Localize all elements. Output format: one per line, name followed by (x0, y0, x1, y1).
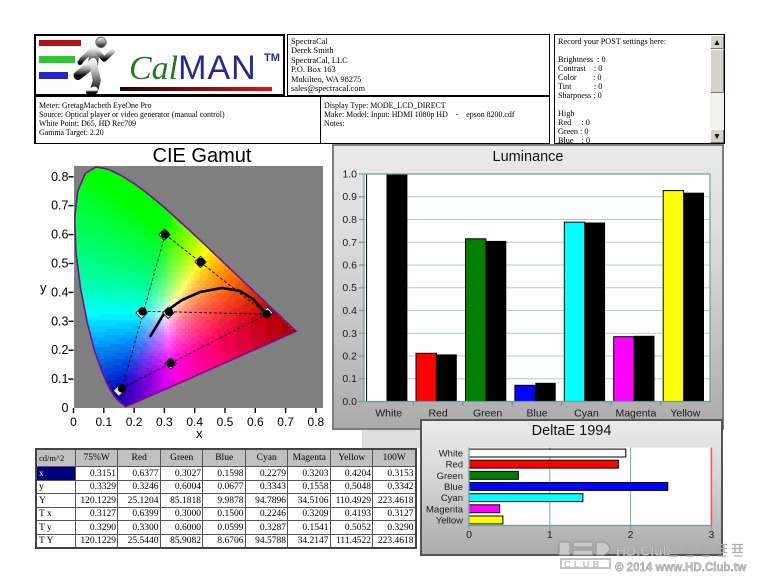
svg-text:© 2014 www.HD.Club.tw: © 2014 www.HD.Club.tw (615, 562, 746, 574)
svg-text:0.8: 0.8 (342, 214, 357, 226)
svg-text:3: 3 (708, 529, 714, 541)
svg-text:0.1: 0.1 (51, 372, 68, 386)
svg-text:Cyan: Cyan (441, 493, 463, 504)
svg-text:0.7: 0.7 (277, 415, 294, 429)
svg-text:0.4: 0.4 (51, 285, 68, 299)
svg-text:Magenta: Magenta (615, 408, 656, 420)
svg-text:0.2: 0.2 (342, 351, 357, 363)
svg-text:2: 2 (628, 529, 634, 541)
svg-text:0.1: 0.1 (95, 415, 112, 429)
svg-text:0.7: 0.7 (51, 199, 68, 213)
svg-text:0.3: 0.3 (156, 415, 173, 429)
svg-text:Yellow: Yellow (436, 515, 463, 526)
svg-text:0.7: 0.7 (342, 237, 357, 249)
svg-text:Magenta: Magenta (426, 504, 464, 515)
svg-text:0.2: 0.2 (51, 343, 68, 357)
svg-text:x: x (196, 426, 203, 441)
svg-text:0: 0 (466, 529, 472, 541)
svg-text:0: 0 (70, 415, 77, 429)
svg-text:Red: Red (446, 460, 463, 471)
svg-text:Yellow: Yellow (670, 408, 700, 420)
svg-text:0.6: 0.6 (247, 415, 264, 429)
svg-text:0.5: 0.5 (342, 282, 357, 294)
svg-text:Cyan: Cyan (574, 408, 599, 420)
svg-text:CLUB: CLUB (564, 560, 602, 571)
svg-text:White: White (439, 449, 463, 460)
svg-text:White: White (375, 408, 402, 420)
svg-text:0.6: 0.6 (51, 228, 68, 242)
svg-text:1: 1 (547, 529, 553, 541)
svg-text:Blue: Blue (444, 482, 463, 493)
svg-text:0.8: 0.8 (308, 415, 325, 429)
svg-text:y: y (40, 280, 47, 295)
svg-text:0.6: 0.6 (342, 260, 357, 272)
svg-text:1.0: 1.0 (342, 169, 357, 181)
svg-text:HD.Club: HD.Club (616, 543, 671, 559)
svg-text:0.2: 0.2 (126, 415, 143, 429)
svg-text:0.4: 0.4 (186, 415, 203, 429)
svg-text:Blue: Blue (526, 408, 547, 420)
svg-text:0: 0 (62, 401, 69, 415)
svg-text:0.9: 0.9 (342, 191, 357, 203)
svg-text:Green: Green (473, 408, 502, 420)
svg-text:0.0: 0.0 (342, 396, 357, 408)
svg-text:0.1: 0.1 (342, 373, 357, 385)
svg-text:0.4: 0.4 (342, 305, 357, 317)
svg-text:0.8: 0.8 (51, 170, 68, 184)
svg-text:Red: Red (428, 408, 447, 420)
svg-text:0.3: 0.3 (51, 314, 68, 328)
svg-text:0.5: 0.5 (217, 415, 234, 429)
svg-text:0.3: 0.3 (342, 328, 357, 340)
svg-text:0.5: 0.5 (51, 257, 68, 271)
svg-text:Green: Green (437, 471, 463, 482)
